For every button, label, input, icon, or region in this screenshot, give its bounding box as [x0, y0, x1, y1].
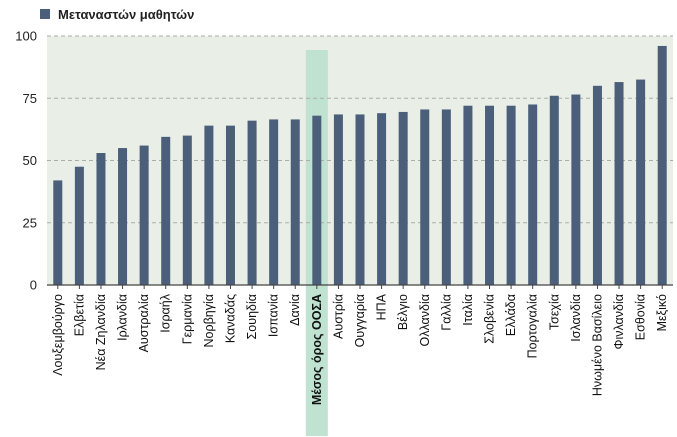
bar	[657, 45, 667, 286]
x-tick-label: Ελβετία	[72, 294, 86, 336]
bar	[398, 111, 408, 285]
x-tick-label: Ηνωμένο Βασίλειο	[590, 294, 604, 396]
x-tick-label: Νορβηγία	[202, 294, 216, 348]
bar	[420, 109, 430, 285]
bar	[528, 104, 538, 285]
x-tick-label: Πορτογαλία	[526, 294, 540, 358]
x-tick-label: ΗΠΑ	[375, 293, 389, 320]
x-tick-label: Ισπανία	[267, 294, 281, 337]
bar	[247, 120, 257, 285]
bar	[485, 105, 495, 285]
bar	[182, 135, 192, 285]
x-tick-label: Γαλλία	[439, 294, 453, 331]
bar	[614, 82, 624, 285]
x-tick-label: Καναδάς	[223, 294, 237, 343]
bar	[549, 95, 559, 285]
x-tick-label: Ουγγαρία	[353, 294, 367, 347]
bar	[225, 125, 235, 285]
legend-swatch	[40, 9, 50, 19]
y-tick-label: 75	[23, 91, 37, 106]
y-tick-label: 25	[23, 215, 37, 230]
x-tick-label: Μέσος όρος ΟΟΣΑ	[310, 294, 324, 405]
x-tick-label: Ισραήλ	[159, 293, 173, 332]
x-tick-label: Δανία	[288, 294, 302, 326]
bar	[290, 119, 300, 285]
bar	[312, 115, 322, 286]
x-tick-label: Ελλάδα	[504, 294, 518, 336]
bar	[506, 105, 516, 285]
x-tick-label: Σουηδία	[245, 294, 259, 339]
x-tick-label: Νέα Ζηλανδία	[94, 294, 108, 370]
x-tick-label: Ιταλία	[461, 294, 475, 326]
bar	[377, 113, 387, 285]
bar	[53, 180, 63, 285]
y-tick-label: 50	[23, 153, 37, 168]
bar	[118, 148, 128, 285]
x-tick-label: Ισλανδία	[569, 294, 583, 342]
bar	[204, 125, 214, 285]
bar	[139, 145, 149, 285]
bar	[571, 94, 581, 285]
y-tick-label: 100	[15, 29, 37, 44]
y-tick-label: 0	[30, 278, 37, 293]
chart-legend: Μεταναστών μαθητών	[40, 7, 194, 22]
x-tick-label: Ιρλανδία	[116, 294, 130, 341]
x-tick-label: Αυστρία	[331, 294, 345, 339]
x-tick-label: Μεξικό	[655, 294, 669, 331]
x-tick-label: Ολλανδία	[418, 294, 432, 346]
bar	[355, 114, 365, 285]
bar	[74, 166, 84, 285]
bar	[463, 105, 473, 285]
x-tick-label: Γερμανία	[180, 294, 194, 344]
bar	[161, 136, 171, 285]
x-tick-label: Τσεχία	[547, 294, 561, 330]
x-tick-label: Εσθονία	[634, 294, 648, 340]
bar	[96, 153, 106, 285]
bar	[441, 109, 451, 285]
bar	[636, 79, 646, 285]
x-tick-label: Φινλανδία	[612, 294, 626, 350]
bar	[269, 119, 279, 285]
x-tick-label: Σλοβενία	[483, 294, 497, 344]
x-tick-label: Βέλγιο	[396, 294, 410, 330]
x-tick-label: Λουξεμβούργο	[51, 294, 65, 376]
bar	[333, 114, 343, 285]
x-tick-label: Αυστραλία	[137, 294, 151, 352]
legend-label: Μεταναστών μαθητών	[58, 7, 194, 22]
bar	[592, 85, 602, 285]
